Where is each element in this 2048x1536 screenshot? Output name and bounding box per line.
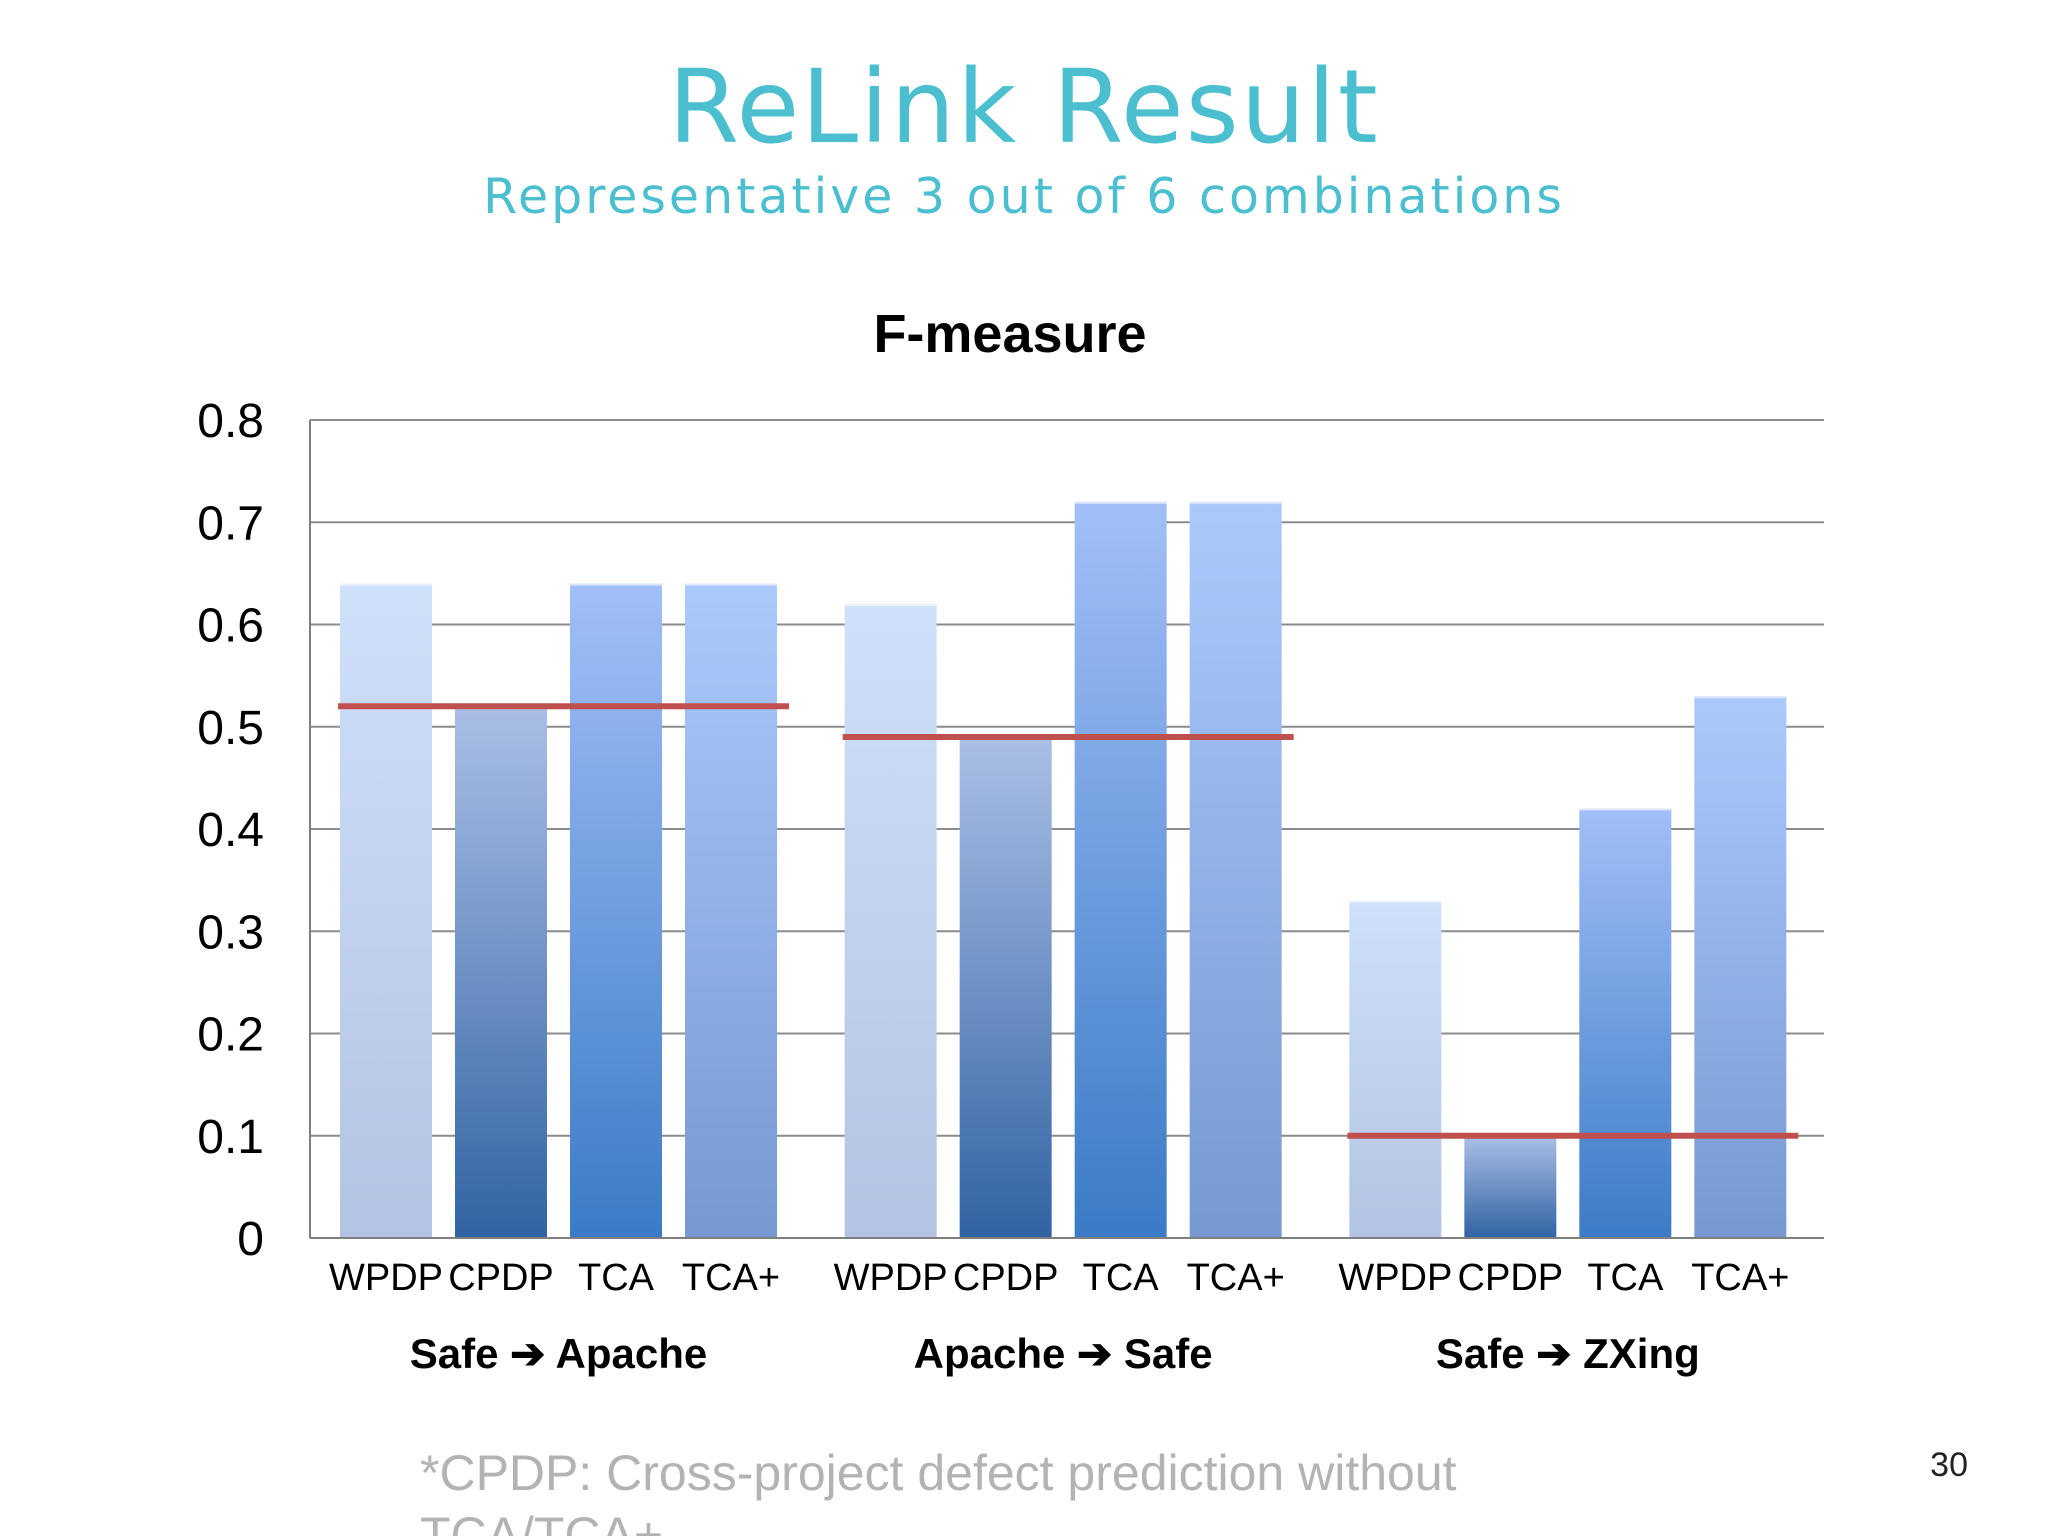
y-tick-label: 0.7 bbox=[197, 497, 264, 550]
bar-tca-group-1 bbox=[570, 583, 662, 1238]
bar-cpdp-group-1 bbox=[455, 706, 547, 1238]
y-tick-label: 0.4 bbox=[197, 804, 264, 857]
x-tick-label: CPDP bbox=[448, 1257, 554, 1299]
bars bbox=[340, 501, 1787, 1238]
group-label: Safe ➔ Apache bbox=[410, 1330, 707, 1377]
group-label: Apache ➔ Safe bbox=[914, 1330, 1213, 1377]
bar-cpdp-group-3 bbox=[1464, 1135, 1557, 1238]
chart-title: F-measure bbox=[873, 304, 1146, 364]
x-tick-label: WPDP bbox=[329, 1257, 443, 1299]
group-label: Safe ➔ ZXing bbox=[1436, 1330, 1700, 1377]
y-tick-label: 0.3 bbox=[197, 906, 264, 959]
y-tick-label: 0.2 bbox=[197, 1009, 264, 1062]
x-tick-label: TCA bbox=[1587, 1257, 1664, 1299]
page-number: 30 bbox=[1930, 1446, 1968, 1484]
y-tick-label: 0.8 bbox=[197, 395, 264, 448]
bar-tca-plus-group-2 bbox=[1189, 501, 1282, 1238]
x-tick-label: TCA+ bbox=[1691, 1257, 1789, 1299]
y-axis-ticks: 0 0.1 0.2 0.3 0.4 0.5 0.6 0.7 0.8 bbox=[197, 395, 264, 1266]
x-tick-label: TCA+ bbox=[1187, 1257, 1285, 1299]
bar-tca-group-3 bbox=[1579, 808, 1672, 1238]
grid-lines bbox=[310, 419, 1824, 1137]
slide-subtitle: Representative 3 out of 6 combinations bbox=[483, 168, 1565, 225]
bar-wpdp-group-1 bbox=[340, 583, 432, 1238]
bar-wpdp-group-2 bbox=[844, 604, 937, 1238]
x-tick-label: CPDP bbox=[1458, 1257, 1564, 1299]
y-tick-label: 0.5 bbox=[197, 702, 264, 755]
footnote: *CPDP: Cross-project defect prediction w… bbox=[420, 1445, 1457, 1536]
x-tick-label: CPDP bbox=[953, 1257, 1059, 1299]
bar-tca-plus-group-1 bbox=[685, 583, 777, 1238]
bar-tca-plus-group-3 bbox=[1694, 696, 1787, 1238]
y-tick-label: 0 bbox=[237, 1213, 264, 1266]
bar-tca-group-2 bbox=[1074, 501, 1167, 1238]
x-tick-label: TCA+ bbox=[682, 1257, 780, 1299]
x-axis-labels: WPDP CPDP TCA TCA+ WPDP CPDP TCA TCA+ WPDP CPDP TC… bbox=[329, 1257, 1789, 1299]
group-labels: Safe ➔ Apache Apache ➔ Safe Safe ➔ ZXing bbox=[410, 1330, 1700, 1377]
y-tick-label: 0.1 bbox=[197, 1111, 264, 1164]
x-tick-label: WPDP bbox=[1338, 1257, 1452, 1299]
reference-lines bbox=[338, 703, 1799, 1139]
y-tick-label: 0.6 bbox=[197, 600, 264, 653]
axes bbox=[309, 420, 1824, 1239]
x-tick-label: TCA bbox=[1083, 1257, 1160, 1299]
slide-title: ReLink Result bbox=[668, 48, 1380, 167]
x-tick-label: WPDP bbox=[834, 1257, 948, 1299]
bar-wpdp-group-3 bbox=[1349, 900, 1442, 1238]
x-tick-label: TCA bbox=[578, 1257, 655, 1299]
bar-cpdp-group-2 bbox=[959, 736, 1052, 1238]
